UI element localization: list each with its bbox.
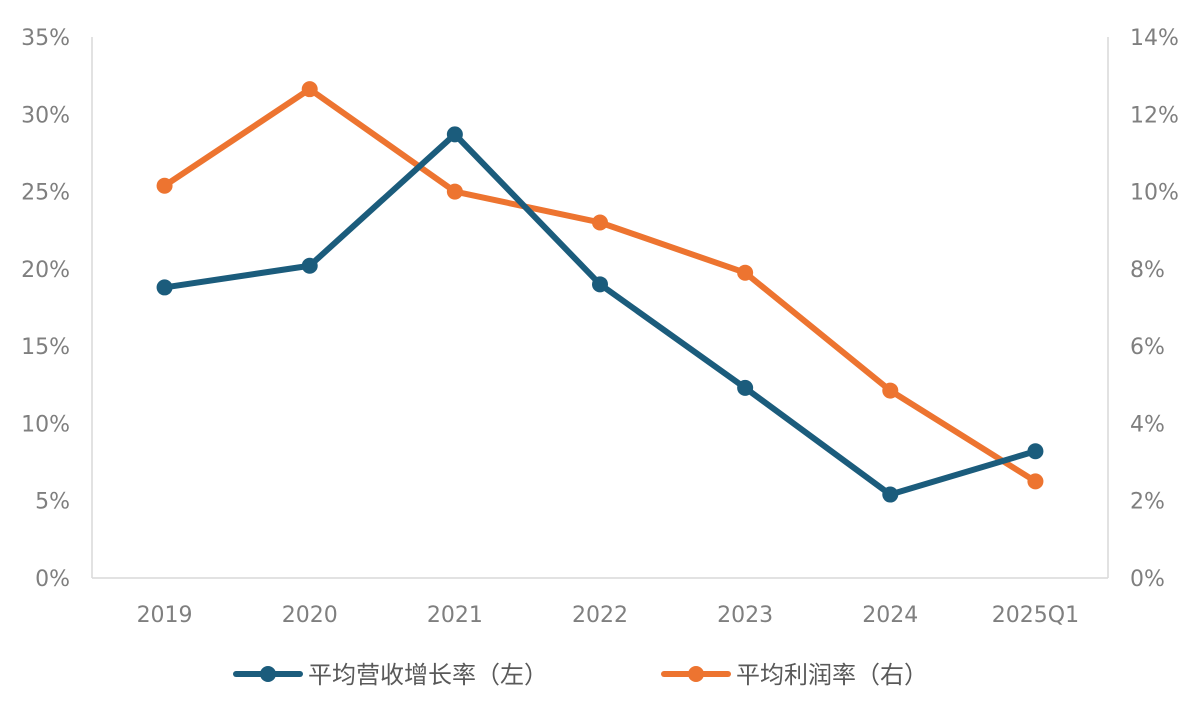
left-tick-label: 35%: [21, 26, 70, 51]
x-tick-label: 2024: [862, 603, 918, 628]
left-tick-label: 25%: [21, 181, 70, 206]
data-point: [446, 126, 463, 143]
left-tick-label: 15%: [21, 335, 70, 360]
legend-label-1: 平均利润率（右）: [736, 661, 928, 689]
data-point: [882, 486, 899, 503]
right-tick-label: 14%: [1130, 26, 1179, 51]
data-point: [882, 382, 899, 399]
right-tick-label: 0%: [1130, 567, 1165, 592]
right-tick-label: 2%: [1130, 490, 1165, 515]
left-tick-label: 0%: [35, 567, 70, 592]
data-point: [592, 214, 608, 231]
data-point: [156, 279, 173, 296]
series-line-0: [161, 131, 1039, 498]
data-point: [446, 183, 463, 200]
x-tick-label: 2021: [427, 603, 483, 628]
data-point: [1027, 473, 1044, 490]
data-point: [592, 276, 608, 293]
right-tick-label: 12%: [1130, 103, 1179, 128]
x-tick-label: 2023: [717, 603, 773, 628]
legend-marker-1: [688, 666, 704, 682]
data-point: [737, 379, 754, 396]
left-tick-label: 30%: [21, 103, 70, 128]
x-tick-label: 2025Q1: [992, 603, 1079, 628]
x-tick-label: 2019: [137, 603, 193, 628]
right-tick-label: 10%: [1130, 181, 1179, 206]
data-point: [156, 177, 173, 194]
right-tick-label: 6%: [1130, 335, 1165, 360]
x-tick-label: 2020: [282, 603, 338, 628]
legend-marker-0: [260, 666, 276, 682]
x-tick-label: 2022: [572, 603, 628, 628]
legend-label-0: 平均营收增长率（左）: [308, 661, 548, 689]
right-tick-label: 8%: [1130, 258, 1165, 283]
left-tick-label: 20%: [21, 258, 70, 283]
right-tick-label: 4%: [1130, 412, 1165, 437]
data-point: [1027, 443, 1044, 460]
left-tick-label: 10%: [21, 412, 70, 437]
data-point: [301, 257, 318, 274]
data-point: [737, 264, 754, 281]
data-point: [301, 81, 318, 98]
left-tick-label: 5%: [35, 490, 70, 515]
